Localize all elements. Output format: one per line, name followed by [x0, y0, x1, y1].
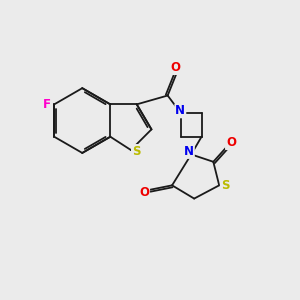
Text: O: O: [170, 61, 180, 74]
Text: F: F: [43, 98, 51, 111]
Text: N: N: [184, 145, 194, 158]
Text: S: S: [221, 179, 229, 192]
Text: N: N: [175, 104, 185, 117]
Text: S: S: [132, 145, 140, 158]
Text: O: O: [139, 186, 149, 199]
Text: O: O: [226, 136, 236, 149]
